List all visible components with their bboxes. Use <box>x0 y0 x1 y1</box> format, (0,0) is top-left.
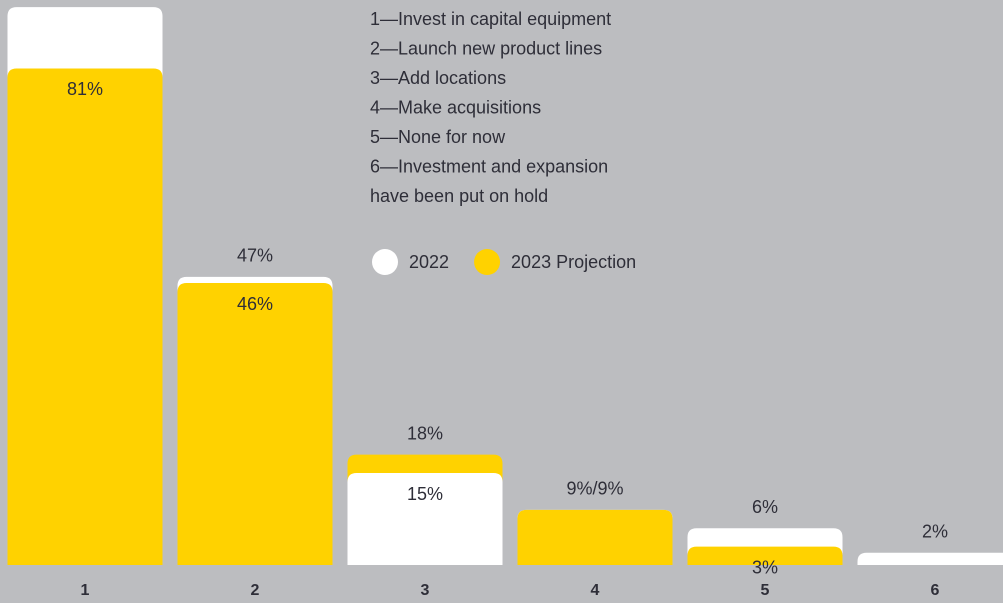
legend-label: 2022 <box>409 252 449 272</box>
bar <box>347 473 503 565</box>
x-tick-label: 5 <box>761 582 770 599</box>
x-tick-label: 4 <box>591 582 600 599</box>
x-tick-label: 2 <box>251 582 260 599</box>
legend-label: 2023 Projection <box>511 252 636 272</box>
value-label: 2% <box>922 521 948 541</box>
note: 1—Invest in capital equipment <box>370 9 611 29</box>
value-label: 3% <box>752 557 778 577</box>
value-label: 15% <box>407 484 443 504</box>
bars <box>7 7 1003 566</box>
note: 3—Add locations <box>370 68 506 88</box>
value-label: 46% <box>237 294 273 314</box>
note: have been put on hold <box>370 186 548 206</box>
value-label: 9%/9% <box>566 479 623 499</box>
x-tick-label: 1 <box>81 582 90 599</box>
bar <box>687 546 843 565</box>
bar <box>857 552 1003 565</box>
value-label: 81% <box>67 79 103 99</box>
note: 5—None for now <box>370 127 506 147</box>
bar <box>7 68 163 565</box>
x-tick-label: 6 <box>931 582 940 599</box>
value-label: 18% <box>407 423 443 443</box>
legend-marker <box>474 249 501 275</box>
bar <box>517 509 673 565</box>
value-label: 6% <box>752 497 778 517</box>
value-label: 47% <box>237 246 273 266</box>
note: 6—Investment and expansion <box>370 156 608 176</box>
bar <box>177 283 333 565</box>
note: 4—Make acquisitions <box>370 97 541 117</box>
x-tick-label: 3 <box>421 582 430 599</box>
note: 2—Launch new product lines <box>370 38 602 58</box>
legend-marker <box>372 249 398 275</box>
